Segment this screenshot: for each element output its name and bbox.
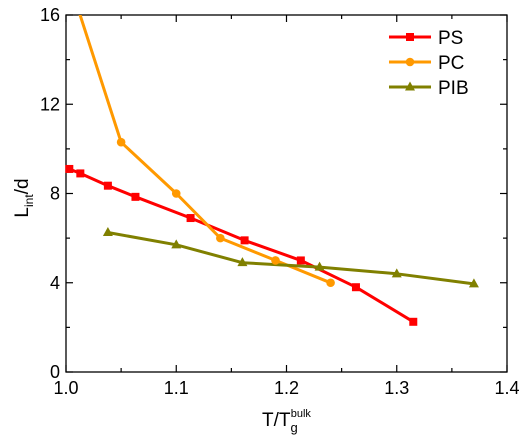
series-line-pib bbox=[107, 231, 475, 286]
x-tick-label: 1.4 bbox=[494, 378, 519, 398]
y-tick-label: 16 bbox=[40, 5, 60, 25]
markers-layer bbox=[65, 137, 479, 326]
data-point-ps bbox=[186, 214, 195, 223]
data-point-ps bbox=[240, 236, 249, 245]
data-point-ps bbox=[296, 256, 305, 265]
data-point-pc bbox=[116, 137, 126, 147]
data-point-ps bbox=[409, 317, 418, 326]
y-axis-title: Lint/d bbox=[12, 178, 36, 217]
data-point-pc bbox=[216, 233, 225, 243]
data-point-ps bbox=[103, 181, 112, 190]
data-point-pc bbox=[271, 256, 280, 265]
legend-label-pib: PIB bbox=[438, 78, 469, 99]
x-tick-label: 1.1 bbox=[164, 378, 189, 398]
legend: PS PC PIB bbox=[389, 28, 469, 99]
x-tick-label: 1.0 bbox=[53, 378, 78, 398]
data-point-ps bbox=[131, 192, 140, 201]
y-tick-label: 4 bbox=[50, 273, 60, 293]
legend-marker-pib bbox=[405, 81, 415, 91]
x-tick-label: 1.2 bbox=[274, 378, 299, 398]
y-tick-label: 12 bbox=[40, 94, 60, 114]
x-axis-title: T/Tgbulk bbox=[262, 408, 311, 435]
data-point-pib bbox=[237, 257, 248, 267]
data-point-ps bbox=[76, 169, 85, 178]
series-line-pc bbox=[78, 15, 332, 285]
data-point-pc bbox=[326, 278, 335, 288]
x-tick-label: 1.3 bbox=[384, 378, 409, 398]
data-point-ps bbox=[65, 164, 74, 173]
data-point-pib bbox=[468, 278, 479, 288]
legend-label-pc: PC bbox=[438, 53, 464, 74]
axis-ticks: 1.0 1.1 1.2 1.3 1.4 0 4 8 12 16 bbox=[40, 5, 520, 398]
data-point-pib bbox=[314, 261, 325, 271]
data-point-pib bbox=[171, 239, 182, 249]
data-point-pc bbox=[171, 189, 181, 198]
data-point-pib bbox=[391, 268, 402, 278]
legend-label-ps: PS bbox=[438, 28, 463, 49]
legend-marker-pc bbox=[405, 57, 415, 67]
series-layer bbox=[68, 15, 475, 324]
y-tick-label: 8 bbox=[50, 184, 60, 204]
legend-marker-ps bbox=[406, 33, 414, 41]
data-point-pib bbox=[102, 227, 113, 237]
y-tick-label: 0 bbox=[50, 362, 60, 382]
data-point-ps bbox=[351, 283, 360, 292]
